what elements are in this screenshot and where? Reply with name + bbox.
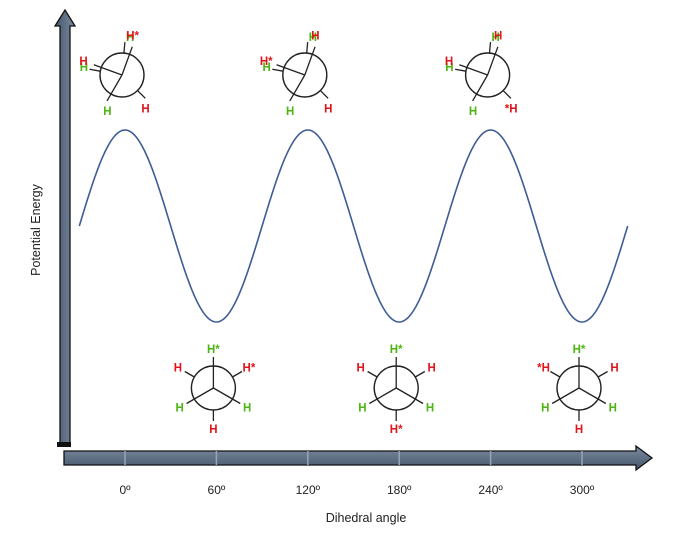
- atom-label: H: [610, 363, 618, 375]
- atom-label: H*: [207, 344, 220, 356]
- x-tick-label: 60º: [208, 483, 226, 497]
- atom-label: H: [175, 403, 183, 415]
- atom-label: H: [428, 363, 436, 375]
- atom-label: H: [469, 106, 477, 118]
- back-bond: [137, 90, 146, 99]
- back-bond: [306, 42, 309, 54]
- atom-label: H: [575, 424, 583, 436]
- x-tick-label: 120º: [296, 483, 321, 497]
- back-bond: [184, 370, 195, 378]
- atom-label: H*: [573, 344, 586, 356]
- atom-label: *H: [537, 363, 550, 375]
- x-axis-label: Dihedral angle: [326, 511, 407, 525]
- atom-label: H: [286, 106, 294, 118]
- atom-label: H: [445, 62, 453, 74]
- back-bond: [597, 370, 608, 378]
- staggered-projection: H* H H H H H*: [357, 344, 436, 436]
- atom-label: H: [357, 363, 365, 375]
- back-bond: [123, 42, 126, 54]
- front-bond: [486, 46, 499, 76]
- atom-label: H: [609, 403, 617, 415]
- front-bond: [186, 387, 214, 405]
- x-tick-label: 240º: [478, 483, 503, 497]
- atom-label: H*: [126, 30, 139, 42]
- front-bond: [304, 46, 316, 76]
- x-axis-ticks: [124, 451, 583, 465]
- front-bond: [121, 46, 133, 76]
- front-bond: [459, 64, 488, 76]
- back-bond: [550, 370, 561, 378]
- back-bond: [272, 68, 284, 72]
- atom-label: H: [309, 32, 317, 44]
- y-axis-arrow: [53, 8, 77, 447]
- back-bond: [89, 68, 101, 72]
- back-bond: [319, 90, 329, 99]
- atom-label: *H: [505, 104, 518, 116]
- x-tick-label: 300º: [570, 483, 595, 497]
- atom-label: H*: [390, 424, 403, 436]
- atom-label: H: [324, 104, 332, 116]
- front-bond: [93, 64, 123, 76]
- energy-curve: [78, 129, 629, 323]
- front-bond: [369, 387, 397, 405]
- atom-label: H: [494, 30, 502, 42]
- atom-label: H: [492, 32, 500, 44]
- front-bond: [395, 387, 424, 405]
- x-axis-arrow: [63, 444, 654, 472]
- front-bond: [276, 64, 306, 76]
- atom-label: H: [445, 56, 453, 68]
- staggered-projection: H*H H*H HH: [537, 344, 619, 436]
- front-bond: [472, 74, 489, 102]
- front-bond: [551, 387, 580, 405]
- atom-label: H*: [390, 344, 403, 356]
- atom-label: H*: [243, 363, 256, 375]
- x-tick-label: 180º: [387, 483, 412, 497]
- atom-label: H: [80, 62, 88, 74]
- front-bond: [289, 74, 306, 102]
- atom-label: H: [141, 104, 149, 116]
- atom-label: H: [541, 403, 549, 415]
- atom-label: H: [311, 30, 319, 42]
- back-bond: [232, 370, 243, 378]
- atom-label: H: [358, 403, 366, 415]
- back-bond: [488, 42, 492, 54]
- atom-label: H*: [260, 56, 273, 68]
- atom-label: H: [262, 62, 270, 74]
- staggered-projection: H* H H H H* H: [174, 344, 256, 436]
- x-axis-tick-labels: 0º 60º 120º 180º 240º 300º: [119, 483, 594, 497]
- back-bond: [454, 68, 467, 72]
- back-bond: [367, 370, 378, 378]
- x-tick-label: 0º: [119, 483, 131, 497]
- atom-label: H: [426, 403, 434, 415]
- y-axis-label: Potential Energy: [29, 183, 43, 275]
- front-bond: [578, 387, 607, 405]
- atom-label: H: [209, 424, 217, 436]
- back-bond: [502, 90, 512, 99]
- atom-label: H: [243, 403, 251, 415]
- back-bond: [414, 370, 426, 378]
- atom-label: H: [174, 363, 182, 375]
- atom-label: H: [103, 106, 111, 118]
- front-bond: [106, 74, 123, 102]
- front-bond: [213, 387, 241, 405]
- atom-label: H: [126, 32, 134, 44]
- atom-label: H: [79, 56, 87, 68]
